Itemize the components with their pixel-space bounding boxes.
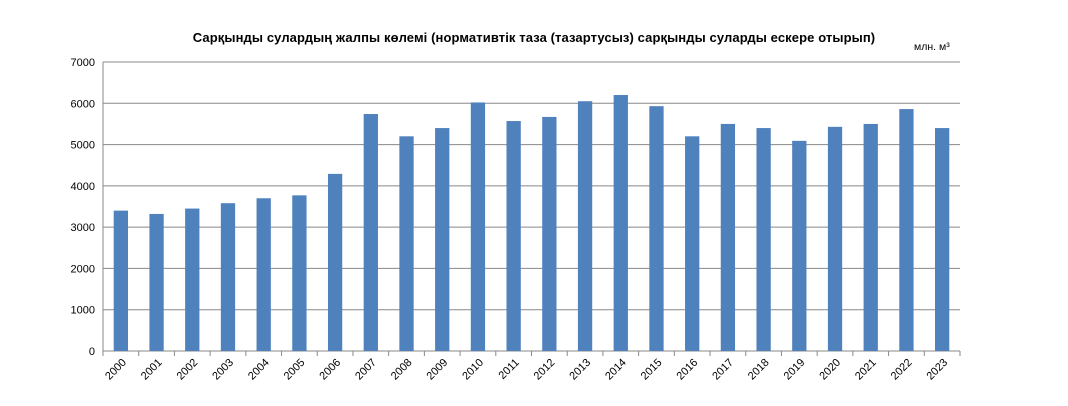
- y-tick-label: 3000: [71, 222, 95, 234]
- x-tick-label: 2007: [353, 357, 379, 383]
- bar: [149, 213, 164, 351]
- x-tick-label: 2019: [782, 357, 808, 383]
- x-tick-label: 2011: [497, 357, 522, 382]
- x-tick-label: 2004: [246, 357, 272, 383]
- bar: [363, 114, 378, 352]
- chart-title: Сарқынды сулардың жалпы көлемі (норматив…: [192, 30, 876, 45]
- bar: [256, 198, 271, 351]
- bar: [685, 136, 700, 351]
- x-tick-label: 2003: [210, 357, 236, 383]
- x-tick-label: 2014: [603, 357, 629, 383]
- bar: [470, 102, 486, 352]
- x-tick-label: 2012: [532, 357, 558, 383]
- bar: [292, 195, 307, 351]
- y-tick-label: 4000: [71, 181, 95, 193]
- x-tick-label: 2018: [746, 357, 772, 383]
- bar: [327, 173, 343, 351]
- y-tick-label: 1000: [71, 305, 95, 317]
- x-tick-label: 2008: [389, 357, 415, 383]
- x-tick-label: 2005: [282, 357, 308, 383]
- x-tick-label: 2002: [175, 357, 201, 383]
- y-tick-label: 5000: [71, 140, 95, 152]
- y-tick-label: 2000: [71, 263, 95, 275]
- x-tick-label: 2015: [639, 357, 665, 383]
- unit-label: млн. м³: [914, 41, 950, 53]
- x-tick-label: 2020: [817, 357, 843, 383]
- bar: [185, 208, 200, 351]
- y-tick-label: 6000: [71, 98, 95, 110]
- x-tick-label: 2023: [924, 357, 950, 383]
- bar: [827, 126, 843, 351]
- x-tick-label: 2021: [853, 357, 879, 383]
- bar: [613, 95, 628, 352]
- x-tick-label: 2006: [317, 357, 343, 383]
- y-tick-label: 0: [89, 346, 95, 358]
- bar: [863, 123, 878, 351]
- bar: [756, 128, 771, 351]
- x-tick-label: 2016: [675, 357, 701, 383]
- bar: [577, 101, 593, 351]
- bar: [792, 140, 807, 351]
- bar: [542, 116, 557, 351]
- bar: [435, 128, 450, 351]
- x-tick-label: 2022: [889, 357, 915, 383]
- x-tick-label: 2001: [139, 357, 165, 383]
- x-tick-label: 2010: [460, 357, 486, 383]
- bar: [720, 123, 736, 351]
- bar: [899, 109, 914, 352]
- bar: [399, 136, 414, 351]
- y-tick-label: 7000: [71, 57, 95, 69]
- bar: [113, 210, 128, 351]
- bar: [220, 203, 236, 351]
- x-tick-label: 2013: [567, 357, 593, 383]
- bar: [649, 106, 664, 351]
- bar: [935, 128, 950, 351]
- x-tick-label: 2000: [103, 357, 129, 383]
- bar: [506, 121, 521, 351]
- x-tick-label: 2009: [425, 357, 451, 383]
- x-tick-label: 2017: [710, 357, 736, 383]
